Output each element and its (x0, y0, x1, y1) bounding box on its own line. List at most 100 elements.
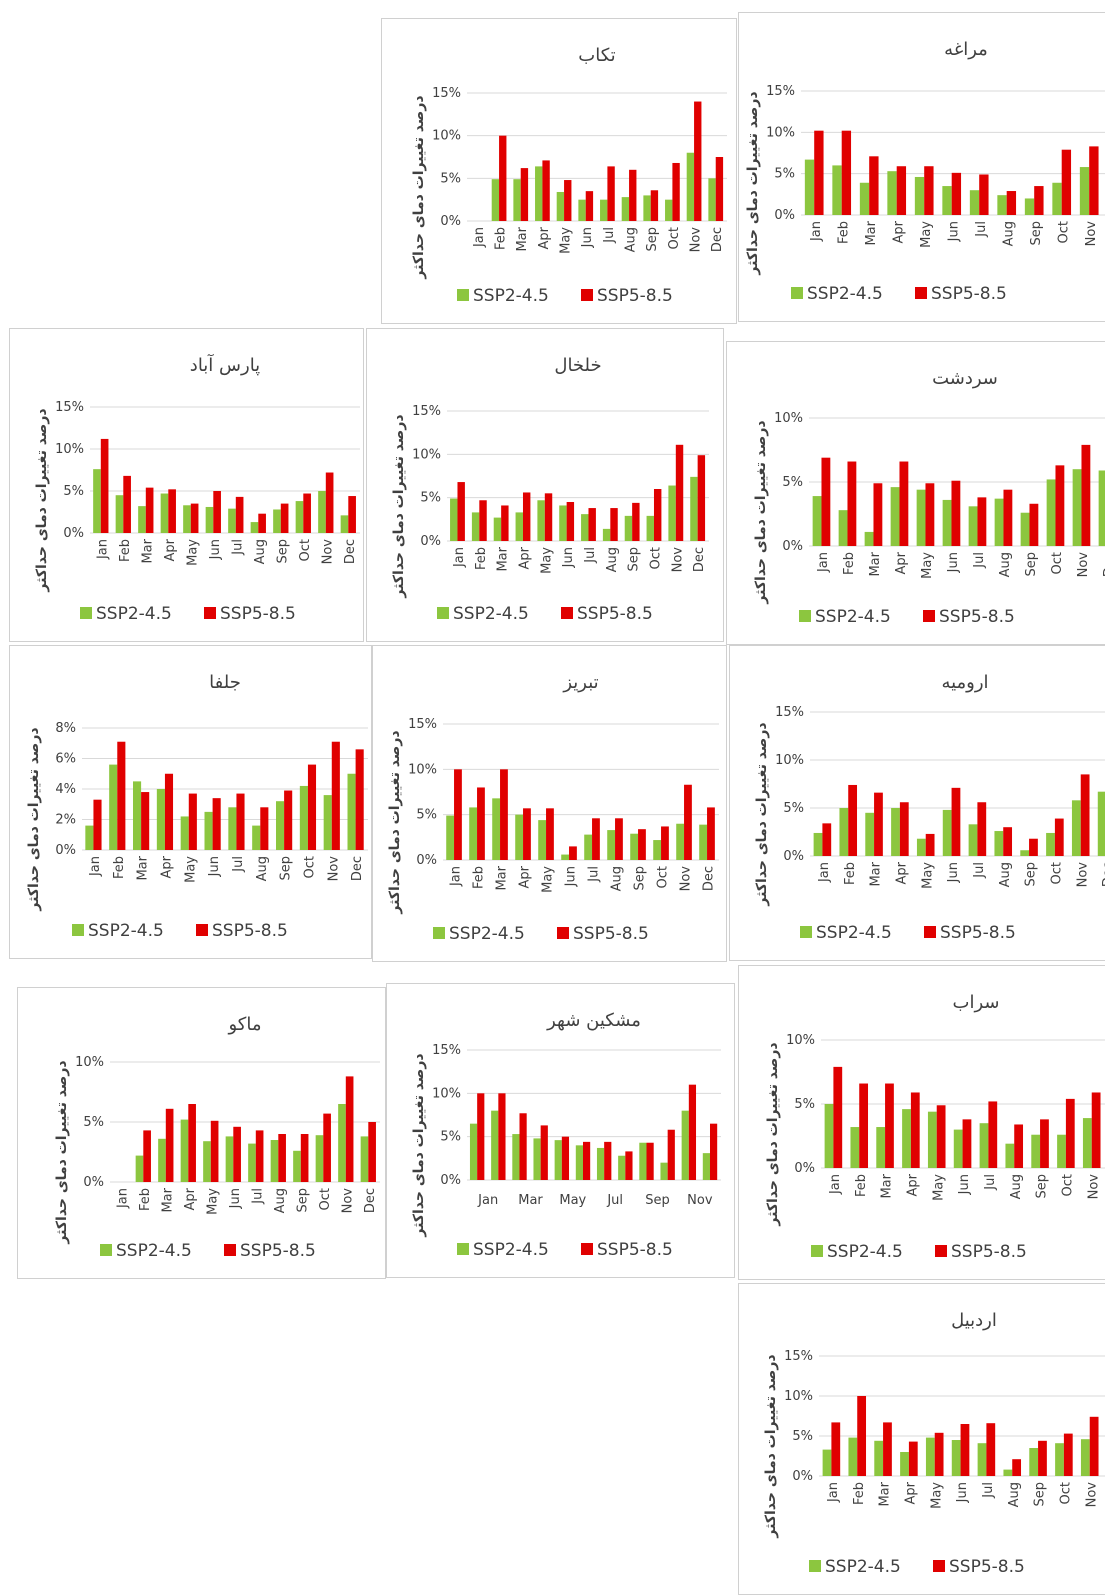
bar-ssp245-nov (1082, 1118, 1092, 1168)
chart-svg: مشکین شهر درصد تغییرات دمای حداکثر 0% 5% 10%… (411, 1010, 721, 1260)
x-tick-label: Aug (255, 856, 270, 881)
bar-ssp245-aug (252, 825, 261, 850)
bar-ssp585-apr (164, 773, 174, 850)
bar-ssp245-apr (535, 166, 543, 221)
x-tick-label: Jan (817, 862, 832, 883)
bar-ssp245-aug (1003, 1469, 1013, 1476)
bar-ssp245-mar (158, 1138, 166, 1182)
x-tick-label: Oct (1060, 1174, 1075, 1196)
bar-ssp245-aug (270, 1140, 279, 1182)
bar-ssp585-feb (499, 135, 507, 221)
y-tick-label: 15% (766, 84, 795, 99)
bar-ssp585-may (936, 1105, 946, 1168)
x-tick-label: Apr (163, 538, 178, 561)
x-tick-label: Apr (537, 226, 552, 249)
x-tick-label: Jul (231, 856, 246, 873)
legend-swatch (80, 607, 92, 619)
bar-ssp245-may (916, 489, 926, 546)
bar-ssp585-jul (588, 508, 596, 541)
chart-svg: پارس آباد درصد تغییرات دمای حداکثر 0% 5% 10%… (34, 353, 360, 624)
legend-label: SSP5-8.5 (220, 604, 296, 624)
y-tick-label: 2% (55, 813, 76, 828)
x-tick-label: Jul (972, 862, 987, 879)
x-tick-label: Nov (1086, 1174, 1101, 1200)
y-axis-label: درصد تغییرات دمای حداکثر (34, 408, 50, 592)
x-tick-label: Oct (1049, 862, 1064, 884)
y-tick-label: 10% (775, 753, 804, 768)
bar-ssp245-jun (942, 499, 952, 546)
x-tick-label: Feb (852, 1482, 867, 1505)
bar-ssp245-aug (621, 197, 630, 221)
y-tick-label: 0% (792, 1469, 813, 1484)
bar-ssp245-aug (1005, 1143, 1015, 1168)
bar-ssp245-nov (323, 795, 332, 850)
bar-ssp585-apr (168, 489, 176, 533)
bar-ssp585-aug (629, 169, 637, 221)
bar-ssp245-oct (295, 501, 304, 533)
legend-label: SSP5-8.5 (940, 923, 1016, 943)
x-tick-label: Oct (302, 856, 317, 878)
bar-ssp245-jun (953, 1129, 963, 1168)
bar-ssp245-jul (581, 514, 589, 541)
y-tick-label: 0% (416, 853, 437, 868)
y-tick-label: 5% (440, 171, 461, 186)
bar-ssp585-dec (348, 496, 356, 533)
x-tick-label: Jul (981, 1482, 996, 1499)
y-axis-label: درصد تغییرات دمای حداکثر (745, 91, 761, 275)
bar-ssp585-aug (278, 1134, 286, 1182)
bar-ssp585-nov (345, 1076, 354, 1182)
legend-swatch (809, 1560, 821, 1572)
bar-ssp585-jun (951, 172, 962, 215)
bar-ssp245-oct (653, 840, 662, 860)
x-tick-label: Jan (472, 227, 487, 248)
bar-ssp585-jun (951, 787, 961, 856)
bar-ssp585-oct (653, 489, 662, 541)
chart-svg: تبریز درصد تغییرات دمای حداکثر 0% 5% 10% 15% J… (387, 672, 719, 944)
legend-swatch (935, 1245, 947, 1257)
bar-ssp585-sep (1040, 1119, 1049, 1168)
x-tick-label: Oct (648, 547, 663, 569)
bar-ssp245-jun (205, 506, 214, 533)
bar-ssp245-nov (318, 491, 326, 533)
bar-ssp245-apr (160, 493, 169, 533)
bar-ssp245-feb (491, 179, 500, 221)
legend-swatch (581, 289, 593, 301)
bar-ssp245-jan (822, 1449, 832, 1476)
bar-ssp245-dec (690, 476, 698, 541)
bar-ssp245-jan (450, 498, 458, 541)
chart-panel-jolfa: جلفا درصد تغییرات دمای حداکثر 0% 2% 4% 6% 8% Ja… (9, 645, 372, 959)
bar-ssp245-may (916, 838, 926, 856)
x-tick-label: Aug (253, 539, 268, 564)
legend-label: SSP5-8.5 (949, 1557, 1025, 1577)
legend-swatch (557, 927, 569, 939)
legend-label: SSP2-4.5 (473, 1240, 549, 1260)
bar-ssp585-oct (672, 162, 680, 221)
chart-title: تکاب (578, 45, 615, 66)
bar-ssp585-feb (117, 741, 126, 850)
chart-title: سردشت (932, 368, 998, 389)
y-tick-label: 5% (782, 475, 803, 490)
bar-ssp585-mar (501, 505, 509, 541)
bar-ssp585-mar (873, 483, 883, 546)
bar-ssp245-nov (1079, 167, 1090, 215)
legend-swatch (923, 610, 935, 622)
x-tick-label: Feb (842, 552, 857, 575)
y-tick-label: 5% (83, 1115, 104, 1130)
x-tick-label: Feb (836, 221, 851, 244)
x-tick-label: Jul (583, 547, 598, 564)
chart-title: مراغه (944, 39, 988, 60)
legend-swatch (933, 1560, 945, 1572)
bar-ssp245-dec (347, 773, 356, 850)
legend-swatch (437, 607, 449, 619)
bar-ssp245-mar (859, 182, 870, 215)
bar-ssp245-jul (228, 807, 237, 850)
y-axis-label: درصد تغییرات دمای حداکثر (411, 1053, 427, 1237)
y-tick-label: 15% (784, 1349, 813, 1364)
chart-panel-sardasht: سردشت درصد تغییرات دمای حداکثر 0% 5% 10% Jan F… (726, 341, 1105, 645)
x-tick-label: May (541, 866, 556, 893)
x-tick-label: Feb (494, 227, 509, 250)
x-tick-label: Dec (692, 547, 707, 572)
x-tick-label: Sep (1024, 552, 1039, 577)
bar-ssp585-feb (479, 500, 487, 541)
y-tick-label: 10% (408, 762, 437, 777)
